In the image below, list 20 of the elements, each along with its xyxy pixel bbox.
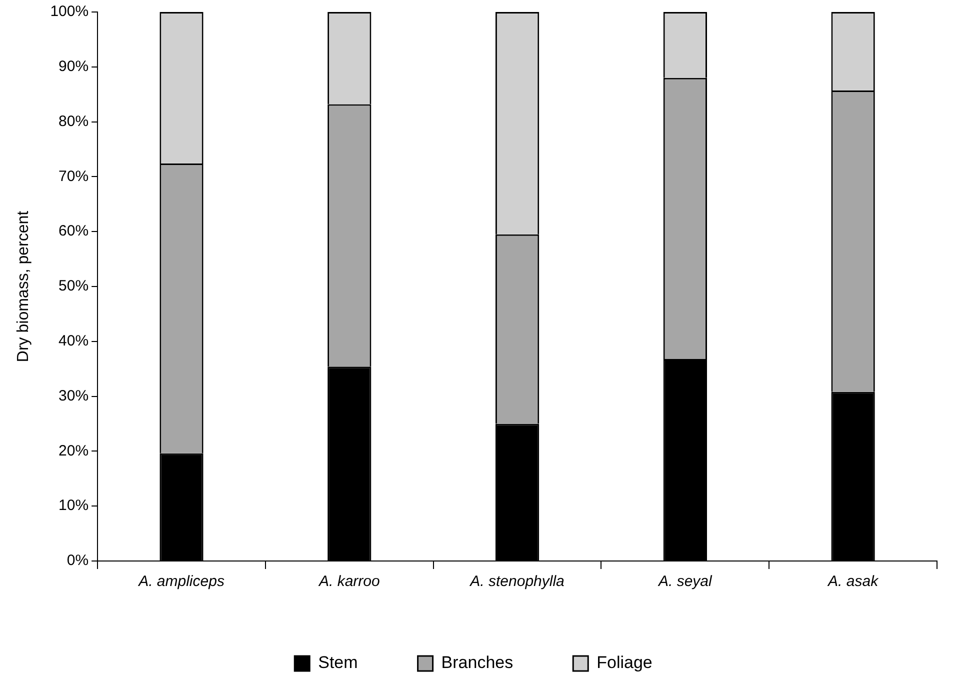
y-tick-label: 70%	[58, 168, 89, 185]
y-tick-label: 90%	[58, 58, 89, 76]
x-tick-label: A. ampliceps	[138, 573, 225, 590]
y-tick-label: 40%	[58, 332, 89, 350]
x-tick-label: A. seyal	[657, 573, 713, 590]
y-tick-label: 100%	[50, 3, 89, 20]
y-tick-label: 20%	[58, 442, 89, 460]
y-tick-label: 10%	[58, 497, 89, 514]
legend-label: Branches	[441, 653, 514, 672]
x-tick-label: A. karroo	[318, 573, 380, 590]
y-tick-label: 0%	[66, 552, 89, 570]
y-tick-label: 30%	[58, 387, 89, 404]
y-tick-label: 50%	[58, 278, 89, 295]
legend-label: Stem	[318, 653, 358, 672]
y-tick-label: 80%	[58, 112, 89, 130]
x-tick-label: A. asak	[827, 573, 880, 590]
x-tick-label: A. stenophylla	[469, 573, 564, 590]
y-axis-title: Dry biomass, percent	[15, 210, 32, 362]
y-tick-label: 60%	[58, 222, 89, 240]
legend-label: Foliage	[596, 653, 652, 672]
